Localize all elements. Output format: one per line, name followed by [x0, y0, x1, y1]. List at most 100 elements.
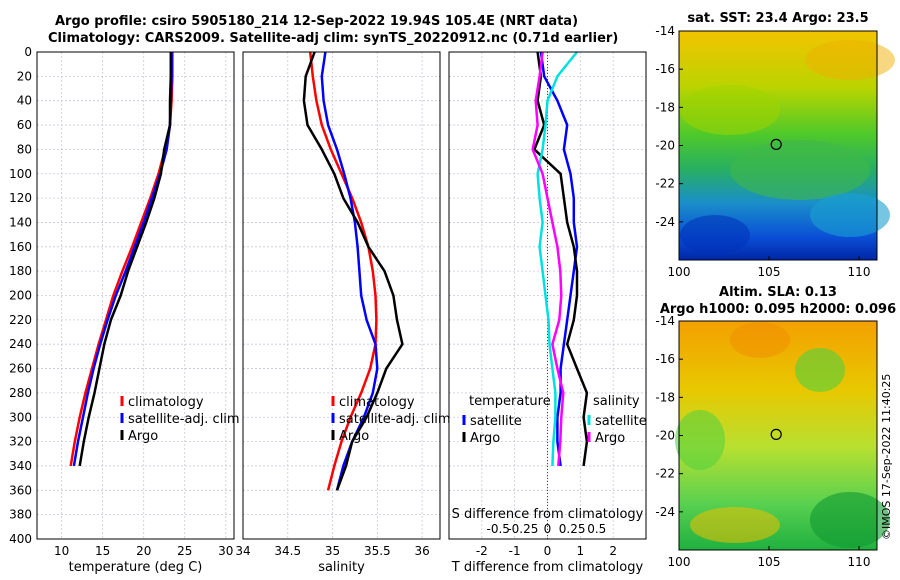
x2-axis-label: S difference from climatology [452, 507, 644, 522]
map-x-tick-label: 100 [668, 265, 691, 279]
salinity-panel: 34 34.5 35 35.5 36 salinity climatology satelli… [235, 51, 451, 575]
map-y-tick-label: -18 [655, 100, 675, 114]
x-tick-label: 30 [218, 544, 233, 558]
x-tick-label: 0 [544, 544, 552, 558]
map-y-tick-label: -24 [655, 215, 675, 229]
sst-blob-1 [680, 85, 780, 135]
timestamp-stamp: ©IMOS 17-Sep-2022 11:40:25 [880, 373, 893, 540]
sla-blob-1 [730, 322, 790, 358]
map-y-tick-label: -18 [655, 390, 675, 404]
sst-map: -14 -16 -18 -20 -22 -24 100 105 110 sat. SST: 23… [655, 11, 895, 279]
x2-tick-label: 0 [544, 522, 552, 536]
series-line-argo [302, 51, 404, 491]
legend-label: Argo [470, 431, 500, 446]
y-tick-label: 240 [9, 337, 32, 351]
x-tick-label: 34.5 [274, 544, 301, 558]
x2-tick-label: 0.25 [559, 522, 586, 536]
map-x-tick-label: 100 [668, 555, 691, 569]
legend-label: satellite [595, 414, 647, 429]
x2-tick-label: -0.25 [507, 522, 538, 536]
y-tick-label: 300 [9, 410, 32, 424]
y-tick-label: 120 [9, 191, 32, 205]
series-line-satellite-adj-clim [320, 51, 379, 491]
y-tick-label: 0 [24, 45, 32, 59]
map-y-tick-label: -22 [655, 177, 675, 191]
sla-argo-marker [770, 428, 782, 440]
legend-title-salinity: salinity [593, 394, 640, 409]
legend-label: climatology [128, 395, 204, 410]
legend-label: satellite [470, 414, 522, 429]
series-line-climatology [308, 51, 378, 491]
y-tick-label: 280 [9, 386, 32, 400]
y-tick-label: 60 [17, 118, 32, 132]
y-tick-label: 340 [9, 459, 32, 473]
y-tick-label: 260 [9, 362, 32, 376]
difference-panel: -2 -1 0 1 2 T difference from climatology temp… [448, 51, 647, 575]
map-y-tick-label: -20 [655, 139, 675, 153]
sst-blob-3 [810, 193, 890, 237]
map-y-tick-label: -16 [655, 352, 675, 366]
sst-blob-5 [805, 40, 895, 80]
x-tick-label: 10 [54, 544, 69, 558]
sst-argo-marker [770, 138, 782, 150]
x-tick-label: 20 [136, 544, 151, 558]
x-tick-label: -2 [476, 544, 488, 558]
y-tick-label: 220 [9, 313, 32, 327]
y-tick-label: 380 [9, 508, 32, 522]
sla-blob-4 [810, 492, 890, 548]
y-tick-label: 360 [9, 483, 32, 497]
y-tick-label: 160 [9, 240, 32, 254]
sst-map-title: sat. SST: 23.4 Argo: 23.5 [687, 11, 868, 26]
map-y-tick-label: -20 [655, 429, 675, 443]
y-tick-label: 80 [17, 142, 32, 156]
x-tick-label: 1 [577, 544, 585, 558]
series-line-s-argo [531, 51, 565, 467]
series-line-t-argo [533, 51, 589, 467]
map-x-tick-label: 105 [758, 265, 781, 279]
x-axis-label: salinity [318, 560, 365, 575]
legend-label: Argo [339, 429, 369, 444]
y-tick-label: 100 [9, 167, 32, 181]
x-tick-label: 35 [325, 544, 340, 558]
series-line-argo [78, 52, 173, 467]
x-axis-label: T difference from climatology [451, 560, 644, 575]
map-x-tick-label: 110 [848, 265, 871, 279]
sst-blob-2 [730, 140, 870, 200]
legend-label: climatology [339, 395, 415, 410]
x-tick-label: 36 [414, 544, 429, 558]
plot-frame [36, 51, 235, 540]
x-tick-label: 15 [95, 544, 110, 558]
map-y-tick-label: -14 [655, 314, 675, 328]
header-line-2: Climatology: CARS2009. Satellite-adj cli… [48, 31, 619, 46]
sla-blob-2 [795, 348, 845, 392]
x2-tick-label: 0.5 [587, 522, 606, 536]
x-tick-label: 34 [235, 544, 250, 558]
legend-label: satellite-adj. clim [128, 412, 240, 427]
y-tick-label: 400 [9, 532, 32, 546]
map-x-tick-label: 110 [848, 555, 871, 569]
plot-frame [242, 51, 441, 540]
sla-map: -14 -16 -18 -20 -22 -24 100 105 110 Altim. SLA: … [655, 285, 896, 569]
map-x-tick-label: 105 [758, 555, 781, 569]
header-line-1: Argo profile: csiro 5905180_214 12-Sep-2… [55, 14, 579, 29]
x-tick-label: 35.5 [364, 544, 391, 558]
map-y-tick-label: -16 [655, 62, 675, 76]
map-y-tick-label: -24 [655, 505, 675, 519]
y-tick-label: 40 [17, 94, 32, 108]
x-axis-label: temperature (deg C) [69, 560, 203, 575]
sla-map-title: Altim. SLA: 0.13 [719, 285, 837, 300]
y-tick-label: 320 [9, 435, 32, 449]
map-y-tick-label: -14 [655, 24, 675, 38]
sst-blob-4 [680, 215, 750, 255]
sla-blob-5 [690, 507, 780, 543]
plot-frame [448, 51, 647, 540]
sla-map-subtitle: Argo h1000: 0.095 h2000: 0.096 [660, 302, 896, 317]
y-tick-label: 20 [17, 69, 32, 83]
y-tick-label: 180 [9, 264, 32, 278]
legend-label: satellite-adj. clim [339, 412, 451, 427]
x-tick-label: 25 [177, 544, 192, 558]
series-line-s-satellite [536, 51, 578, 466]
y-tick-label: 200 [9, 289, 32, 303]
y-tick-label: 140 [9, 215, 32, 229]
